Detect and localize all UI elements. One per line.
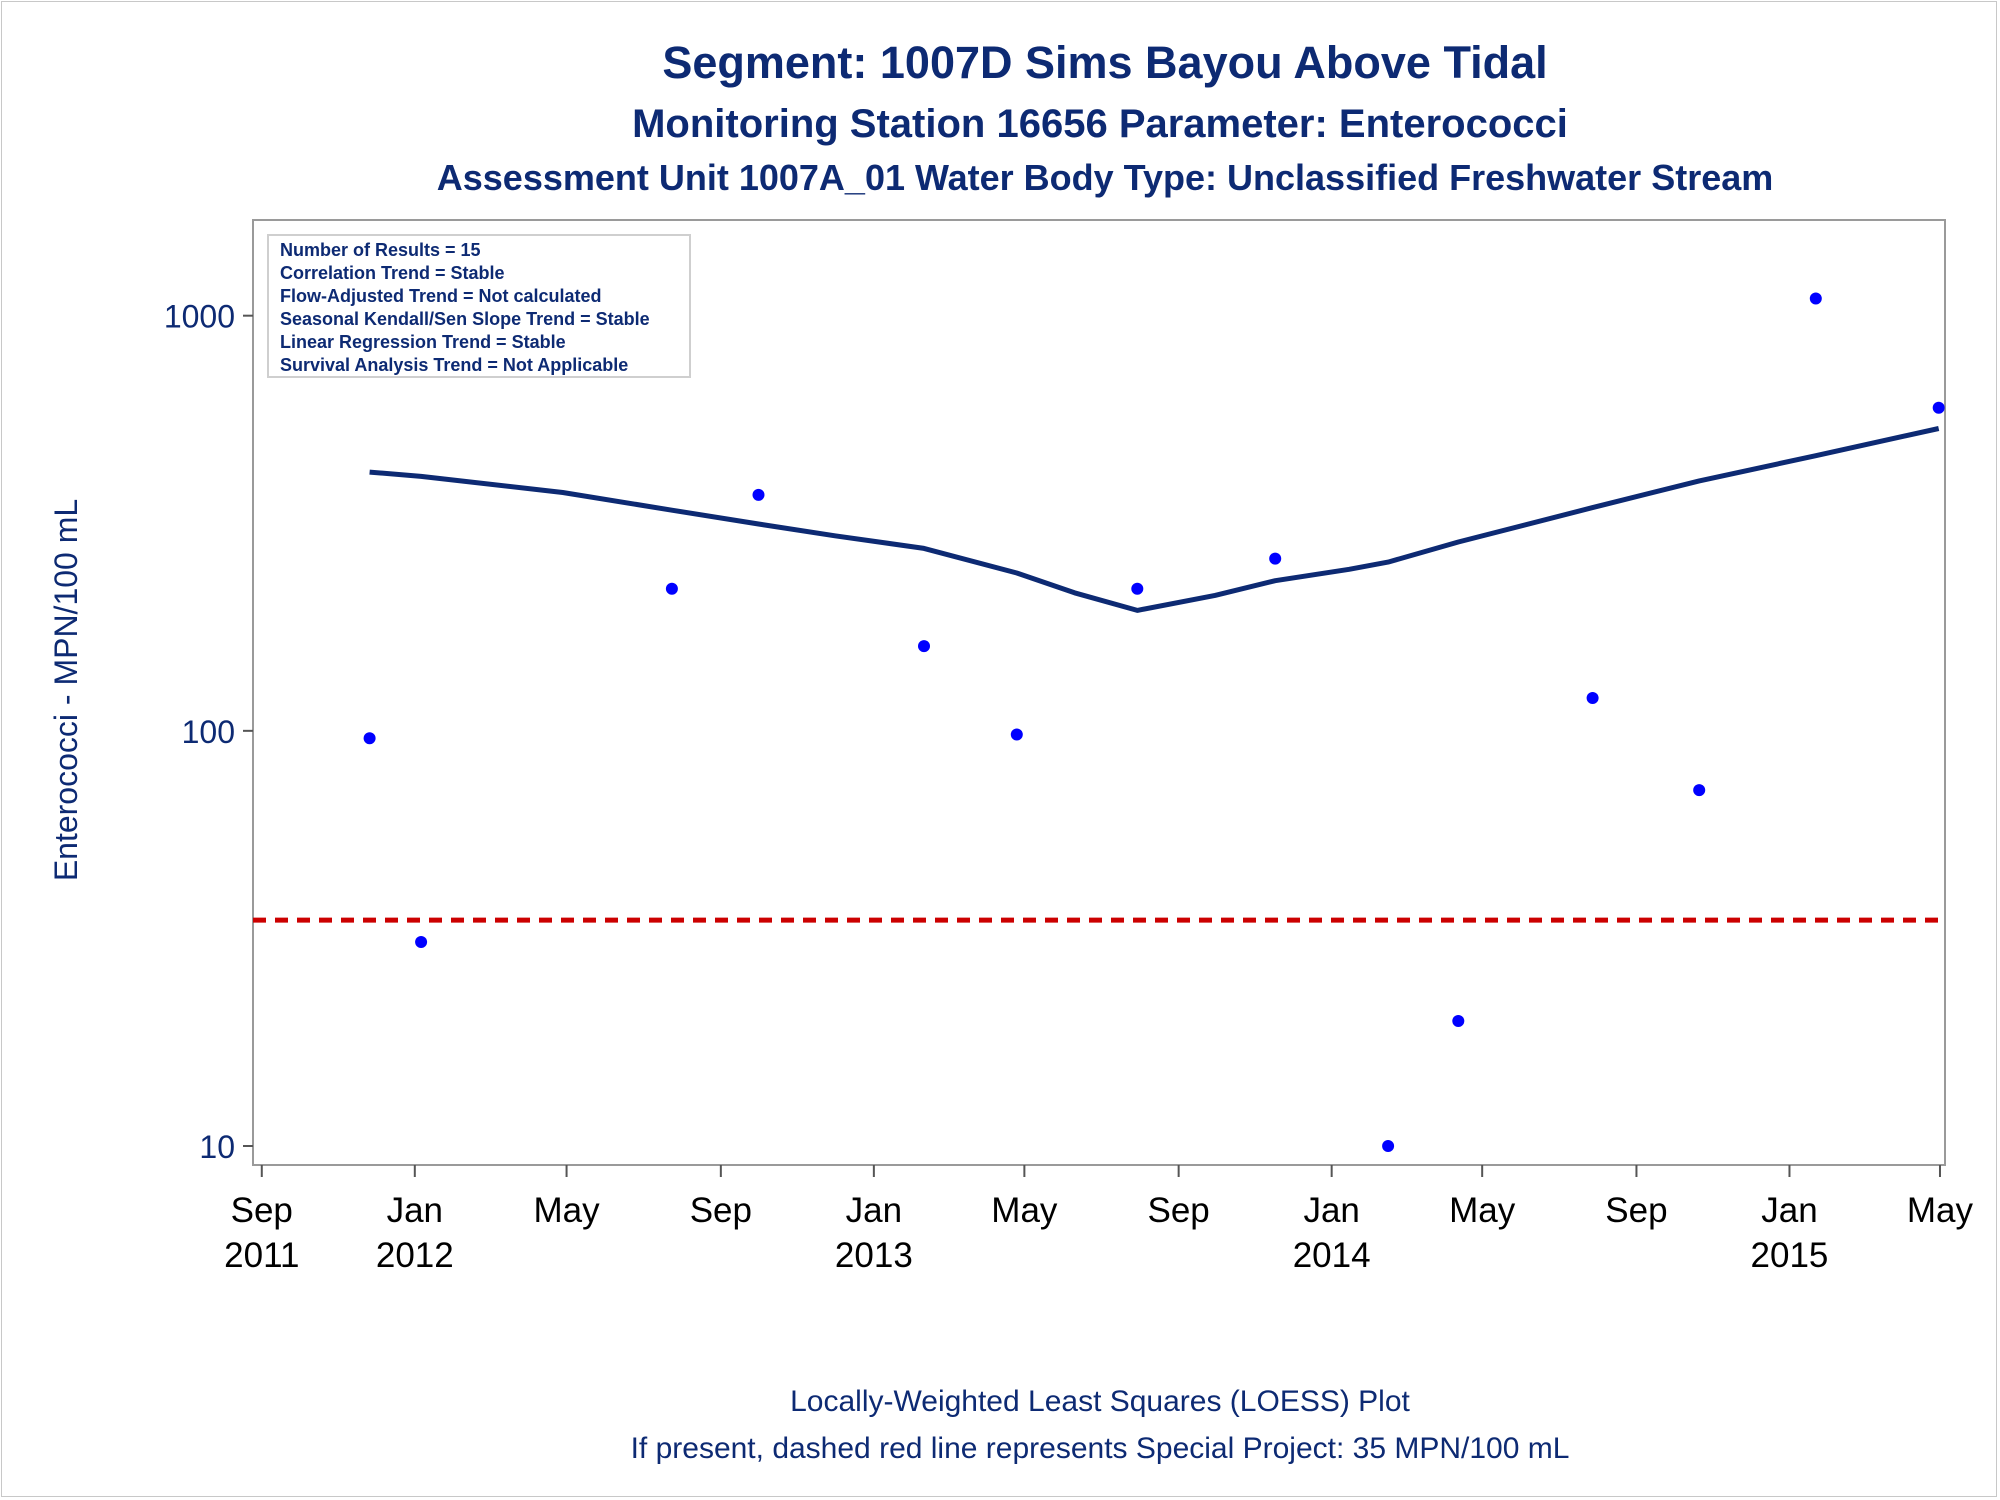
footnote-loess: Locally-Weighted Least Squares (LOESS) P… [790, 1385, 1410, 1418]
data-point [415, 936, 428, 948]
x-tick-label: Jan [1303, 1191, 1359, 1230]
x-tick-label: May [1449, 1191, 1516, 1230]
x-tick-year-label: 2014 [1293, 1236, 1371, 1275]
y-tick-label: 1000 [164, 299, 235, 335]
loess-curve [369, 426, 1940, 613]
chart-subtitle-2: Assessment Unit 1007A_01 Water Body Type… [437, 157, 1774, 198]
legend-line: Linear Regression Trend = Stable [280, 332, 566, 352]
chart-subtitle: Monitoring Station 16656 Parameter: Ente… [632, 102, 1568, 146]
legend-line: Survival Analysis Trend = Not Applicable [280, 355, 628, 375]
data-point [665, 582, 678, 595]
legend-line: Seasonal Kendall/Sen Slope Trend = Stabl… [280, 309, 650, 329]
x-tick-year-label: 2011 [224, 1236, 299, 1275]
data-point [1382, 1140, 1395, 1152]
data-point [918, 640, 930, 653]
data-point [1131, 582, 1144, 595]
legend-line: Flow-Adjusted Trend = Not calculated [280, 286, 602, 306]
x-tick-label: Sep [1148, 1191, 1210, 1230]
x-tick-label: Sep [231, 1191, 293, 1230]
x-tick-label: Jan [846, 1191, 902, 1230]
loess-line [369, 426, 1940, 613]
chart-title: Segment: 1007D Sims Bayou Above Tidal [662, 37, 1547, 88]
legend-line: Correlation Trend = Stable [280, 263, 505, 283]
x-tick-label: May [991, 1191, 1058, 1230]
data-point [363, 732, 376, 745]
data-point [1932, 401, 1945, 414]
footnote-reference: If present, dashed red line represents S… [631, 1432, 1570, 1465]
data-point [1010, 728, 1023, 741]
x-tick-label: Jan [387, 1191, 443, 1230]
plot-area [252, 219, 1946, 1166]
legend-line: Number of Results = 15 [280, 240, 481, 260]
x-tick-year-label: 2012 [376, 1236, 454, 1275]
data-point [1452, 1015, 1465, 1027]
x-tick-label: May [1907, 1191, 1974, 1230]
data-points [363, 249, 1945, 1152]
data-point [752, 488, 765, 501]
x-tick-label: Sep [1605, 1191, 1667, 1230]
y-tick-label: 100 [182, 714, 235, 750]
data-point [1269, 552, 1282, 565]
x-axis: Sep 2011 Jan 2012 May Sep Jan 2013 May Sep Jan 2014… [224, 1165, 1974, 1275]
y-axis-label: Enterococci - MPN/100 mL [48, 499, 84, 881]
x-tick-label: May [534, 1191, 601, 1230]
x-tick-year-label: 2015 [1751, 1236, 1829, 1275]
trend-legend: Number of Results = 15 Correlation Trend… [267, 234, 691, 378]
data-point [1586, 692, 1599, 704]
x-tick-label: Jan [1761, 1191, 1817, 1230]
legend-box [267, 234, 691, 378]
x-tick-label: Sep [690, 1191, 752, 1230]
x-tick-year-label: 2013 [835, 1236, 913, 1275]
y-axis: 10 100 1000 [164, 299, 253, 1165]
data-point [1693, 784, 1706, 797]
y-tick-label: 10 [199, 1129, 235, 1165]
data-point [1809, 292, 1822, 305]
